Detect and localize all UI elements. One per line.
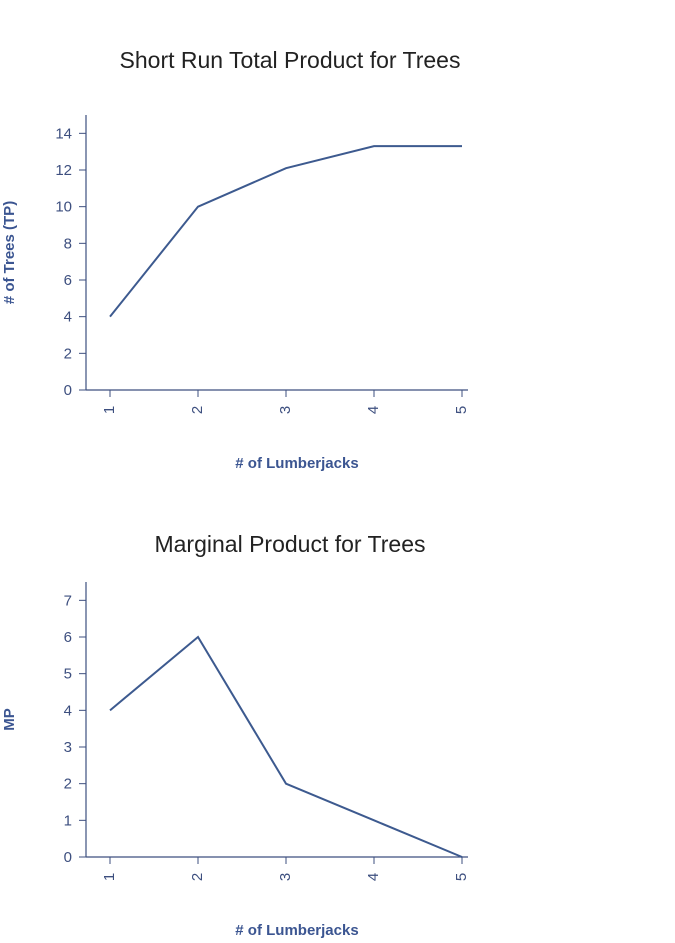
y-tick-label: 0	[64, 849, 72, 866]
x-tick-label: 2	[189, 873, 206, 881]
x-tick-label: 5	[453, 873, 470, 881]
y-tick-label: 1	[64, 812, 72, 829]
x-tick-label: 1	[101, 873, 118, 881]
y-tick-label: 14	[55, 125, 72, 142]
y-axis-label: # of Trees (TP)	[1, 201, 18, 304]
x-tick-label: 4	[365, 406, 382, 414]
y-tick-label: 5	[64, 666, 72, 683]
x-tick-label: 4	[365, 873, 382, 881]
y-tick-label: 2	[64, 776, 72, 793]
y-tick-label: 7	[64, 592, 72, 609]
x-tick-label: 1	[101, 406, 118, 414]
x-tick-label: 3	[277, 406, 294, 414]
y-tick-label: 2	[64, 345, 72, 362]
y-tick-label: 6	[64, 629, 72, 646]
y-tick-label: 3	[64, 739, 72, 756]
y-tick-label: 10	[55, 199, 72, 216]
x-tick-label: 3	[277, 873, 294, 881]
y-tick-label: 4	[64, 702, 72, 719]
chart-title: Short Run Total Product for Trees	[120, 47, 461, 73]
line	[109, 145, 462, 318]
y-tick-label: 0	[64, 382, 72, 399]
x-tick-label: 2	[189, 406, 206, 414]
y-axis-label: MP	[1, 708, 18, 731]
y-tick-label: 4	[64, 309, 72, 326]
y-tick-label: 12	[55, 162, 72, 179]
chart-title: Marginal Product for Trees	[154, 531, 425, 557]
line	[109, 635, 463, 858]
x-tick-label: 5	[453, 406, 470, 414]
x-axis-label: # of Lumberjacks	[235, 455, 358, 472]
x-axis-label: # of Lumberjacks	[235, 922, 358, 939]
y-tick-label: 8	[64, 235, 72, 252]
y-tick-label: 6	[64, 272, 72, 289]
